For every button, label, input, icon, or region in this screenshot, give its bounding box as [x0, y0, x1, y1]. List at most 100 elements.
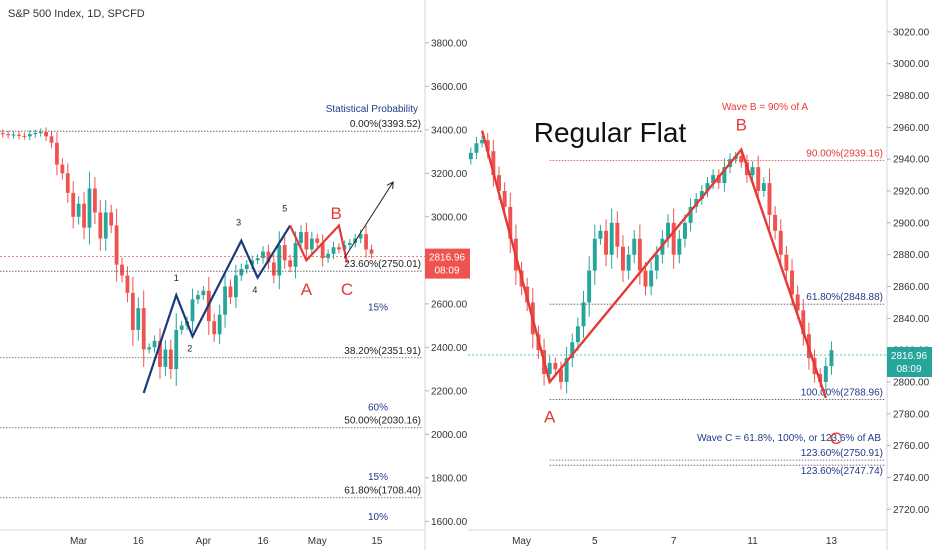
candle-body	[261, 251, 265, 259]
x-tick-label: May	[308, 536, 327, 547]
candle-body	[234, 275, 238, 298]
y-tick-label: 3020.00	[893, 27, 930, 38]
probability-label: 15%	[368, 472, 388, 483]
countdown-value: 08:09	[896, 364, 921, 375]
candle-body	[587, 270, 592, 303]
candle-body	[682, 222, 687, 239]
candle-body	[125, 275, 130, 293]
candle-body	[369, 249, 374, 254]
candle-body	[136, 308, 141, 330]
x-tick-label: 16	[133, 536, 145, 547]
candle-body	[212, 321, 217, 335]
candle-body	[255, 258, 260, 261]
candle-body	[750, 167, 755, 176]
y-tick-label: 2000.00	[431, 430, 468, 441]
wave-c-note: Wave C = 61.8%, 100%, or 123.6% of AB	[697, 433, 881, 444]
current-price-value: 2816.96	[891, 351, 928, 362]
candle-body	[217, 314, 222, 335]
candle-body	[474, 143, 479, 153]
candle-body	[201, 290, 206, 296]
probability-label: 15%	[368, 302, 388, 313]
projection-arrow-head	[386, 181, 394, 190]
candle-body	[705, 183, 710, 192]
y-tick-label: 2840.00	[893, 314, 930, 325]
y-tick-label: 2400.00	[431, 343, 468, 354]
impulse-wave-label: 5	[282, 203, 287, 213]
candle-body	[364, 234, 368, 250]
candle-body	[654, 254, 659, 271]
candle-body	[666, 222, 671, 239]
candle-body	[320, 242, 325, 259]
candle-body	[592, 238, 597, 271]
correction-wave-label: C	[341, 280, 353, 299]
impulse-wave-label: 2	[187, 344, 192, 354]
y-tick-label: 2200.00	[431, 386, 468, 397]
candle-body	[174, 329, 179, 370]
panel-left: 1600.00 1800.00 2000.00 2200.00 2400.00 2600.…	[0, 0, 470, 550]
candle-body	[508, 206, 513, 239]
candle-body	[277, 245, 282, 276]
fib-label: 38.20%(2351.91)	[344, 346, 421, 357]
candle-body	[570, 342, 575, 359]
candle-body	[17, 134, 21, 136]
candle-body	[564, 358, 569, 382]
y-tick-label: 3400.00	[431, 125, 468, 136]
flat-wave-path	[480, 130, 827, 399]
candle-body	[244, 264, 249, 269]
candle-body	[491, 151, 496, 176]
panel-right: 2720.002740.002760.002780.002800.002820.…	[468, 0, 932, 550]
current-price-tag	[425, 248, 470, 279]
y-tick-label: 2740.00	[893, 473, 930, 484]
candle-body	[677, 238, 682, 255]
candle-body	[575, 326, 580, 343]
candle-body	[38, 131, 43, 134]
candle-body	[103, 212, 108, 239]
impulse-wave-label: 1	[174, 273, 179, 283]
y-tick-label: 3600.00	[431, 82, 468, 93]
correction-wave-label: A	[301, 280, 313, 299]
candle-body	[309, 238, 314, 250]
candle-body	[615, 222, 620, 247]
candle-body	[0, 133, 5, 135]
y-tick-label: 2980.00	[893, 91, 930, 102]
candle-body	[71, 192, 76, 217]
fib-label: 90.00%(2939.16)	[806, 149, 883, 160]
impulse-wave-label: 4	[252, 285, 257, 295]
candle-body	[485, 140, 490, 152]
probability-label: 60%	[368, 402, 388, 413]
current-price-value: 2816.96	[429, 253, 466, 264]
candle-body	[82, 203, 86, 228]
correction-wave-label: B	[331, 204, 342, 223]
y-tick-label: 3000.00	[893, 59, 930, 70]
candle-body	[553, 362, 558, 370]
y-tick-label: 1600.00	[431, 517, 468, 528]
candle-body	[293, 242, 298, 267]
candle-body	[739, 156, 744, 163]
y-tick-label: 2900.00	[893, 218, 930, 229]
y-tick-label: 3800.00	[431, 38, 468, 49]
x-tick-label: 15	[371, 536, 383, 547]
candle-body	[87, 188, 92, 228]
correction-wave-path	[289, 223, 349, 263]
flat-wave-label: A	[544, 407, 556, 426]
x-tick-label: May	[512, 536, 531, 547]
candle-body	[326, 253, 330, 259]
candle-body	[632, 238, 637, 255]
candle-body	[790, 270, 794, 295]
current-price-tag	[887, 347, 932, 378]
flat-wave-label: C	[830, 429, 842, 448]
candle-body	[823, 366, 828, 382]
probability-label: Statistical Probability	[326, 104, 418, 115]
candle-body	[688, 206, 693, 223]
candles	[0, 127, 374, 386]
projection-arrow	[343, 181, 394, 259]
candle-body	[250, 260, 255, 265]
candle-body	[27, 134, 32, 137]
x-tick-label: 16	[257, 536, 269, 547]
candle-body	[626, 254, 631, 271]
candle-body	[152, 340, 157, 348]
impulse-wave-label: 3	[236, 218, 241, 228]
candle-body	[347, 242, 352, 246]
candle-body	[784, 254, 789, 271]
